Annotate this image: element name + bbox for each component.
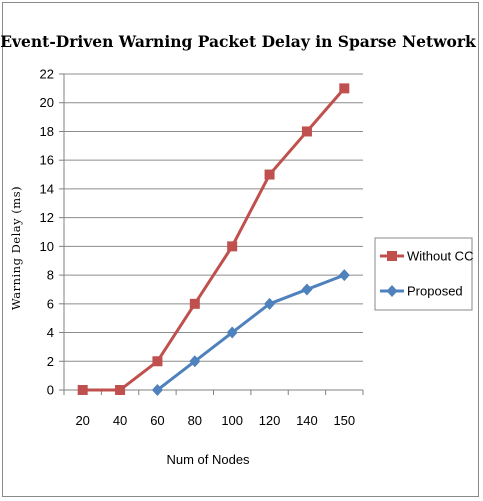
y-tick-label: 2 — [47, 354, 54, 369]
y-tick-label: 8 — [47, 268, 54, 283]
x-tick-label: 140 — [296, 413, 318, 428]
y-tick-label: 14 — [40, 181, 54, 196]
y-tick-label: 12 — [40, 210, 54, 225]
x-tick-label: 100 — [221, 413, 243, 428]
data-point — [227, 241, 238, 252]
x-tick-label: 60 — [150, 413, 164, 428]
x-tick-label: 20 — [75, 413, 89, 428]
legend-box — [374, 237, 473, 311]
data-point — [226, 326, 238, 339]
legend-label: Proposed — [407, 284, 463, 299]
series-proposed — [151, 269, 350, 396]
y-tick-label: 6 — [47, 296, 54, 311]
x-tick-label: 150 — [333, 413, 355, 428]
x-tick-label: 40 — [113, 413, 127, 428]
gridlines — [64, 73, 363, 362]
legend-marker — [386, 285, 398, 297]
data-point — [339, 83, 350, 94]
legend: Without CC Proposed — [374, 237, 473, 311]
x-axis-ticks: 20 40 60 80 100 120 140 150 — [63, 390, 364, 428]
y-tick-label: 22 — [40, 67, 54, 82]
legend-item: Proposed — [380, 284, 463, 299]
data-point — [301, 126, 312, 137]
y-axis-label: Warning Delay (ms) — [9, 186, 23, 310]
data-point — [264, 297, 276, 310]
series-layer — [77, 83, 350, 396]
legend-item: Without CC — [380, 249, 473, 264]
y-tick-label: 16 — [40, 153, 54, 168]
data-point — [189, 298, 200, 309]
y-axis-ticks: 0 2 4 6 8 10 12 14 16 18 20 22 — [40, 67, 64, 398]
y-tick-label: 18 — [40, 124, 54, 139]
y-tick-label: 4 — [47, 325, 54, 340]
chart-title: Event-Driven Warning Packet Delay in Spa… — [0, 32, 476, 51]
data-point — [264, 169, 275, 180]
y-tick-label: 20 — [40, 95, 54, 110]
series-line — [156, 273, 345, 392]
y-tick-label: 0 — [47, 383, 54, 398]
legend-label: Without CC — [407, 249, 473, 264]
legend-marker — [387, 251, 397, 261]
data-point — [77, 385, 88, 395]
series-without-cc — [77, 83, 350, 395]
data-point — [338, 269, 350, 282]
x-tick-label: 120 — [259, 413, 281, 428]
y-tick-label: 10 — [40, 239, 54, 254]
data-point — [152, 356, 163, 367]
x-axis-label: Num of Nodes — [166, 452, 250, 467]
data-point — [151, 384, 163, 396]
data-point — [301, 283, 313, 296]
series-line — [82, 87, 346, 392]
x-tick-label: 80 — [188, 413, 202, 428]
data-point — [189, 355, 201, 368]
data-point — [115, 385, 126, 395]
